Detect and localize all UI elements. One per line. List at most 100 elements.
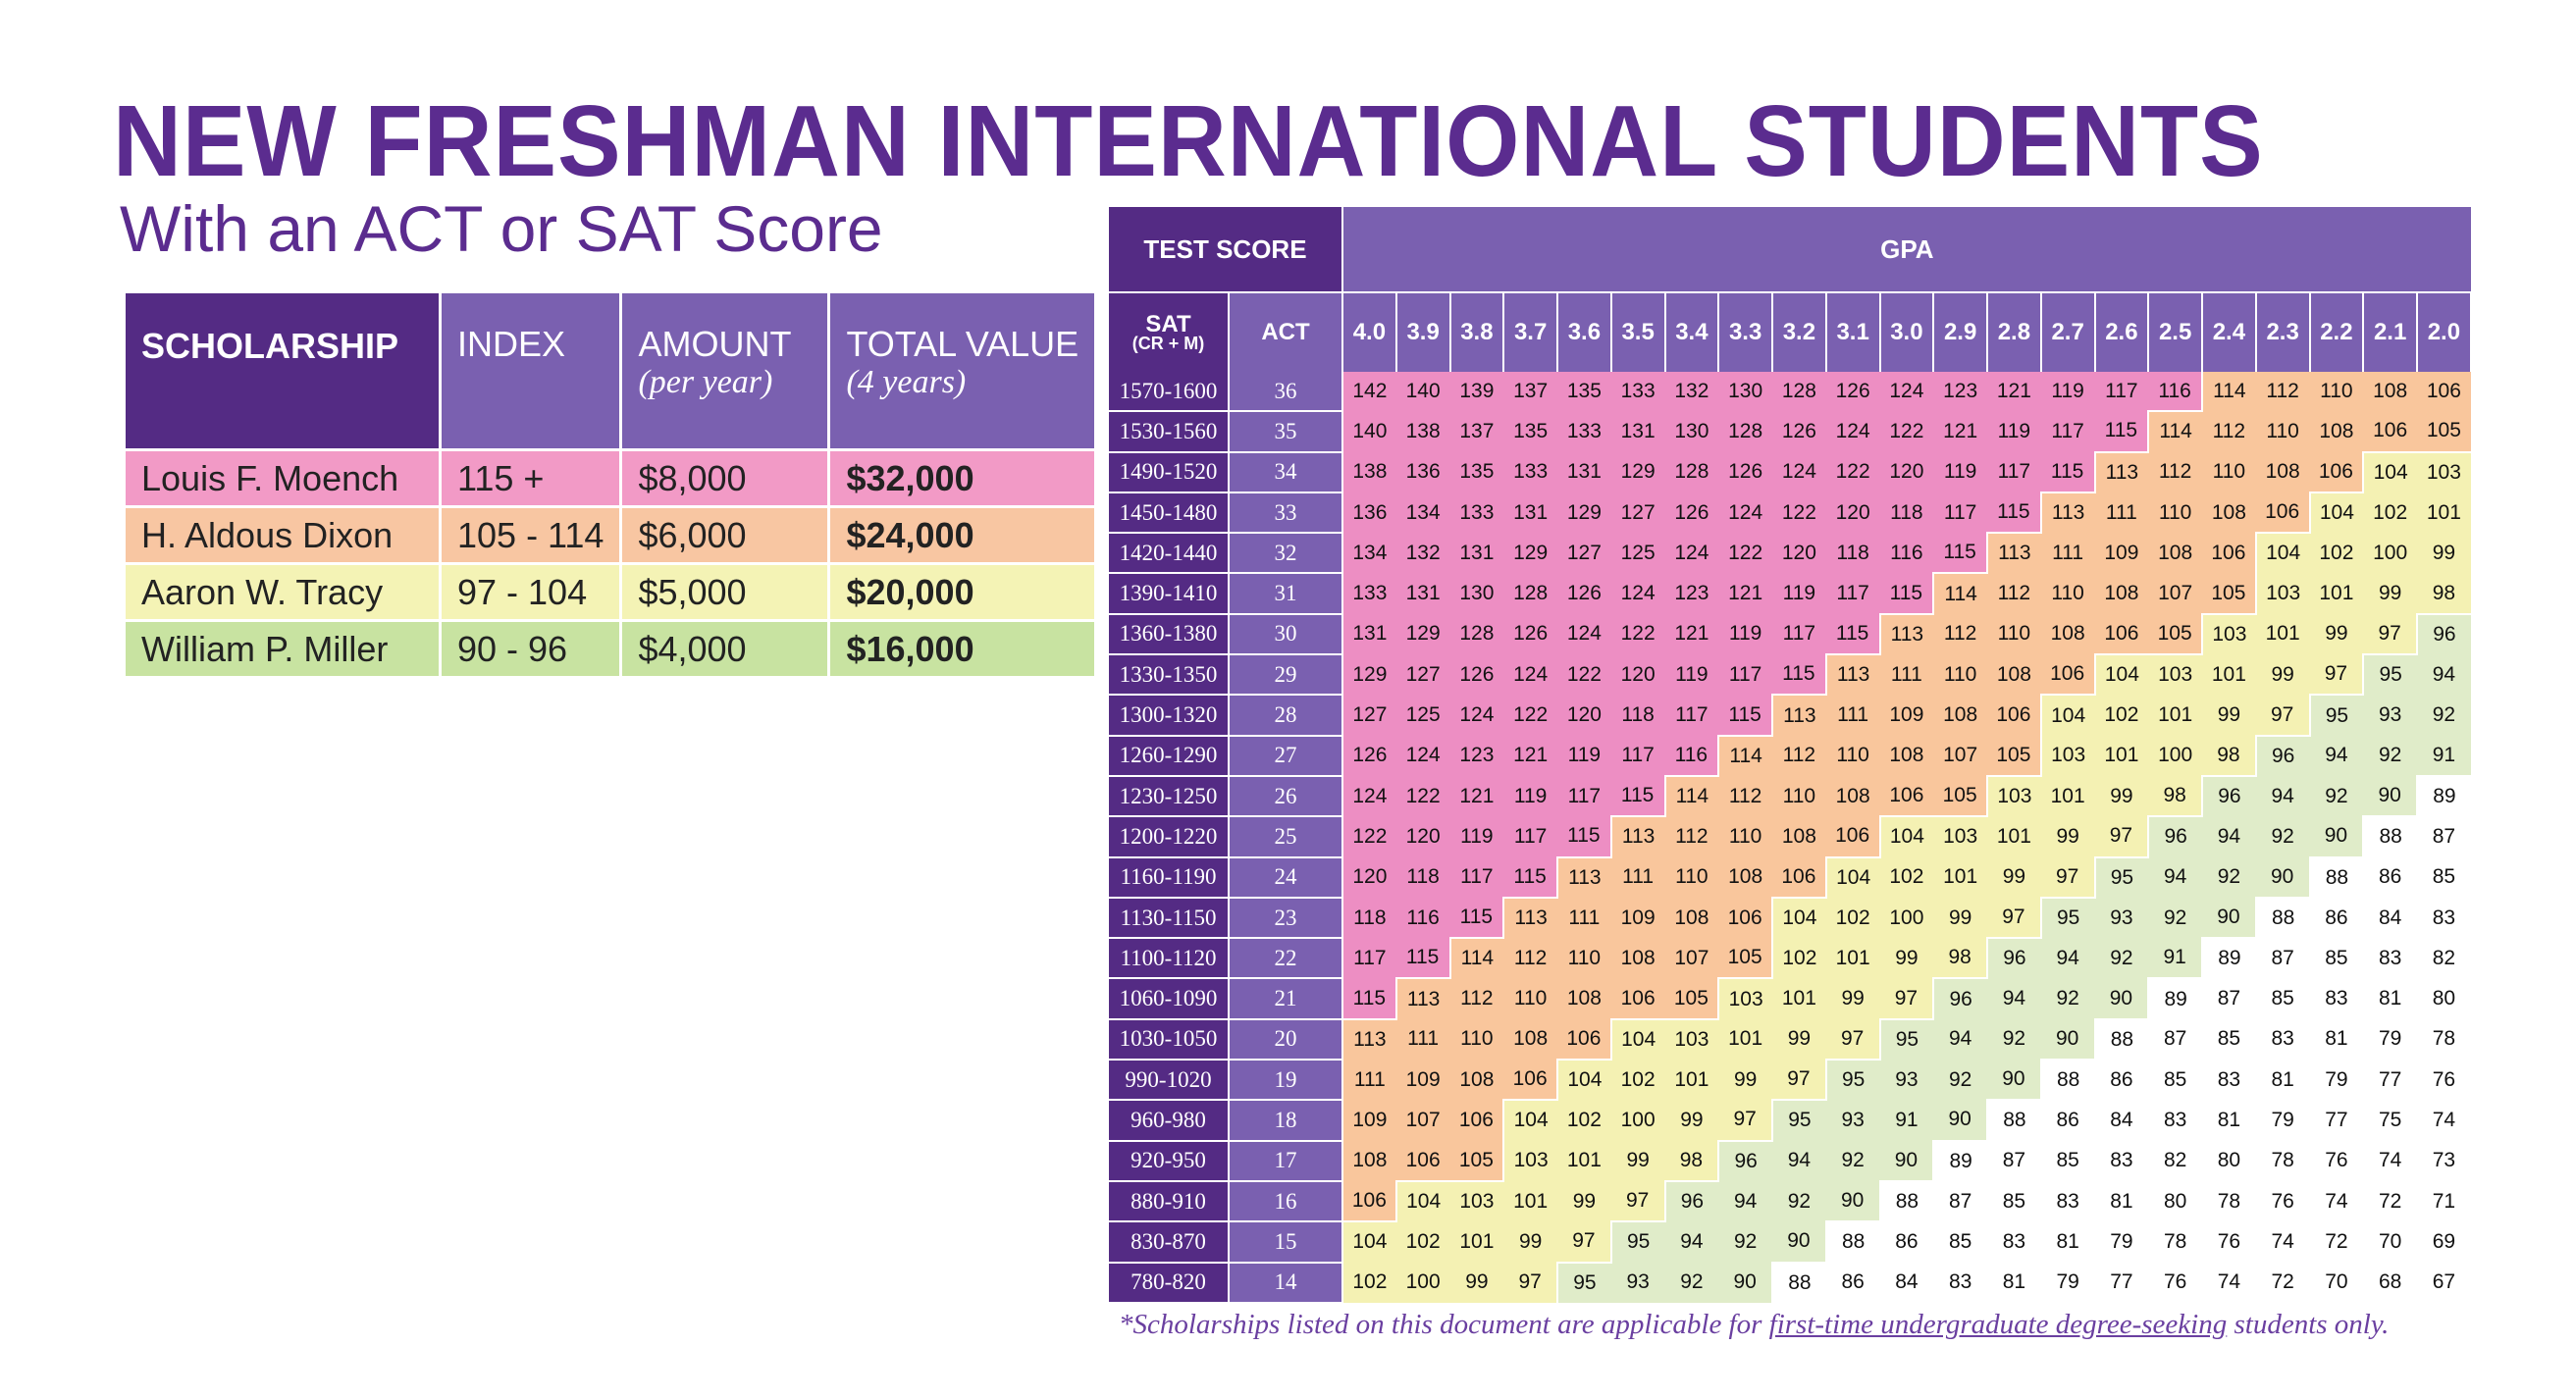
- index-value-cell: 86: [2363, 856, 2417, 898]
- index-value-cell: 117: [1503, 816, 1557, 857]
- index-value-cell: 119: [1664, 654, 1719, 696]
- index-value-cell: 98: [2148, 775, 2203, 818]
- index-value-cell: 124: [1879, 372, 1934, 412]
- index-value-cell: 88: [1987, 1100, 2041, 1141]
- index-value-cell: 117: [2040, 411, 2095, 452]
- footnote: *Scholarships listed on this document ar…: [1119, 1309, 2389, 1341]
- index-value-cell: 142: [1342, 372, 1396, 412]
- header-total-label: TOTAL VALUE: [846, 324, 1079, 364]
- index-value-cell: 91: [1879, 1100, 1934, 1141]
- index-value-cell: 106: [2202, 533, 2257, 574]
- index-value-cell: 86: [1879, 1221, 1934, 1263]
- index-value-cell: 105: [1718, 938, 1773, 980]
- index-value-cell: 71: [2417, 1180, 2471, 1222]
- index-value-cell: 136: [1342, 492, 1396, 534]
- sat-range-cell: 1300-1320: [1109, 695, 1230, 737]
- index-value-cell: 120: [1610, 654, 1665, 696]
- index-value-cell: 122: [1718, 533, 1772, 574]
- index-value-cell: 92: [2040, 978, 2095, 1019]
- index-value-cell: 74: [2255, 1221, 2310, 1263]
- index-value-cell: 95: [2040, 897, 2095, 939]
- gpa-column-header: 2.3: [2255, 291, 2311, 372]
- index-value-cell: 99: [2309, 613, 2364, 655]
- sat-range-cell: 880-910: [1109, 1180, 1230, 1223]
- index-value-cell: 115: [1395, 938, 1451, 980]
- index-value-cell: 83: [2309, 978, 2364, 1019]
- index-value-cell: 113: [1772, 695, 1826, 736]
- act-score-cell: 16: [1229, 1180, 1343, 1223]
- score-grid-row: 1130-1150 23 118 116 115 113 111 109 108 106 104 10…: [1109, 897, 2471, 940]
- index-value-cell: 102: [1557, 1100, 1611, 1141]
- act-score-cell: 23: [1229, 897, 1343, 940]
- index-value-cell: 92: [2417, 695, 2471, 736]
- sat-range-cell: 990-1020: [1109, 1060, 1230, 1102]
- index-value-cell: 119: [1772, 573, 1826, 614]
- index-value-cell: 100: [1879, 897, 1934, 939]
- index-value-cell: 105: [1933, 775, 1988, 818]
- index-value-cell: 104: [1395, 1180, 1450, 1222]
- index-value-cell: 72: [2363, 1180, 2417, 1222]
- index-value-cell: 103: [2202, 613, 2256, 655]
- index-value-cell: 88: [2094, 1018, 2149, 1061]
- index-value-cell: 97: [1879, 978, 1935, 1020]
- index-value-cell: 102: [1610, 1060, 1665, 1101]
- gpa-column-header: 2.2: [2309, 291, 2365, 372]
- index-value-cell: 74: [2309, 1180, 2364, 1222]
- index-value-cell: 97: [1825, 1018, 1881, 1061]
- index-value-cell: 77: [2309, 1100, 2364, 1141]
- index-value-cell: 112: [1664, 816, 1719, 857]
- index-value-cell: 102: [1825, 897, 1880, 939]
- act-score-cell: 22: [1229, 938, 1343, 980]
- index-value-cell: 100: [1395, 1262, 1450, 1303]
- index-value-cell: 105: [2148, 613, 2203, 656]
- score-grid-row: 1530-1560 35 140 138 137 135 133 131 130 128 126 12…: [1109, 411, 2471, 453]
- index-value-cell: 85: [2040, 1140, 2095, 1181]
- index-value-cell: 104: [1879, 816, 1934, 857]
- index-value-cell: 117: [1664, 695, 1719, 736]
- index-value-cell: 102: [2309, 533, 2364, 574]
- index-value-cell: 131: [1610, 411, 1665, 452]
- index-value-cell: 114: [2148, 411, 2202, 452]
- index-value-cell: 99: [1718, 1060, 1772, 1101]
- index-value-cell: 87: [2417, 816, 2471, 857]
- index-value-cell: 87: [2148, 1018, 2202, 1061]
- index-value-cell: 117: [1772, 613, 1826, 655]
- index-value-cell: 101: [1449, 1221, 1504, 1263]
- index-value-cell: 115: [1557, 816, 1612, 858]
- index-value-cell: 113: [1825, 654, 1880, 696]
- index-value-cell: 98: [1933, 938, 1988, 980]
- index-value-cell: 110: [2309, 372, 2364, 412]
- index-value-cell: 90: [2363, 775, 2418, 818]
- index-value-cell: 88: [2040, 1060, 2095, 1101]
- index-value-cell: 106: [1772, 856, 1827, 899]
- footnote-link[interactable]: first-time undergraduate degree-seeking: [1768, 1309, 2228, 1340]
- index-value-cell: 115: [1718, 695, 1773, 737]
- index-value-cell: 108: [2094, 573, 2149, 614]
- index-value-cell: 106: [1718, 897, 1773, 939]
- sat-range-cell: 1260-1290: [1109, 735, 1230, 777]
- scholarship-amount: $4,000: [619, 619, 831, 679]
- index-value-cell: 97: [1987, 897, 2042, 940]
- index-value-cell: 101: [1503, 1180, 1557, 1222]
- index-value-cell: 79: [2309, 1060, 2364, 1101]
- index-value-cell: 105: [2417, 411, 2471, 453]
- index-value-cell: 113: [2040, 492, 2095, 534]
- index-value-cell: 108: [1825, 775, 1880, 817]
- header-index: INDEX: [438, 290, 623, 451]
- index-value-cell: 124: [1449, 695, 1504, 736]
- index-value-cell: 93: [2363, 695, 2417, 736]
- index-value-cell: 81: [2255, 1060, 2310, 1101]
- index-value-cell: 128: [1718, 411, 1772, 452]
- index-value-cell: 101: [1987, 816, 2041, 857]
- index-value-cell: 122: [1395, 775, 1450, 817]
- index-value-cell: 120: [1825, 492, 1880, 534]
- score-grid-row: 1360-1380 30 131 129 128 126 124 122 121 119 117 11…: [1109, 613, 2471, 656]
- index-value-cell: 97: [1557, 1221, 1612, 1264]
- index-value-cell: 115: [1610, 775, 1666, 818]
- index-value-cell: 106: [1825, 816, 1881, 858]
- index-value-cell: 77: [2094, 1262, 2149, 1303]
- index-value-cell: 78: [2255, 1140, 2310, 1181]
- index-value-cell: 110: [1449, 1018, 1504, 1061]
- index-value-cell: 110: [2255, 411, 2310, 452]
- index-value-cell: 99: [1772, 1018, 1826, 1061]
